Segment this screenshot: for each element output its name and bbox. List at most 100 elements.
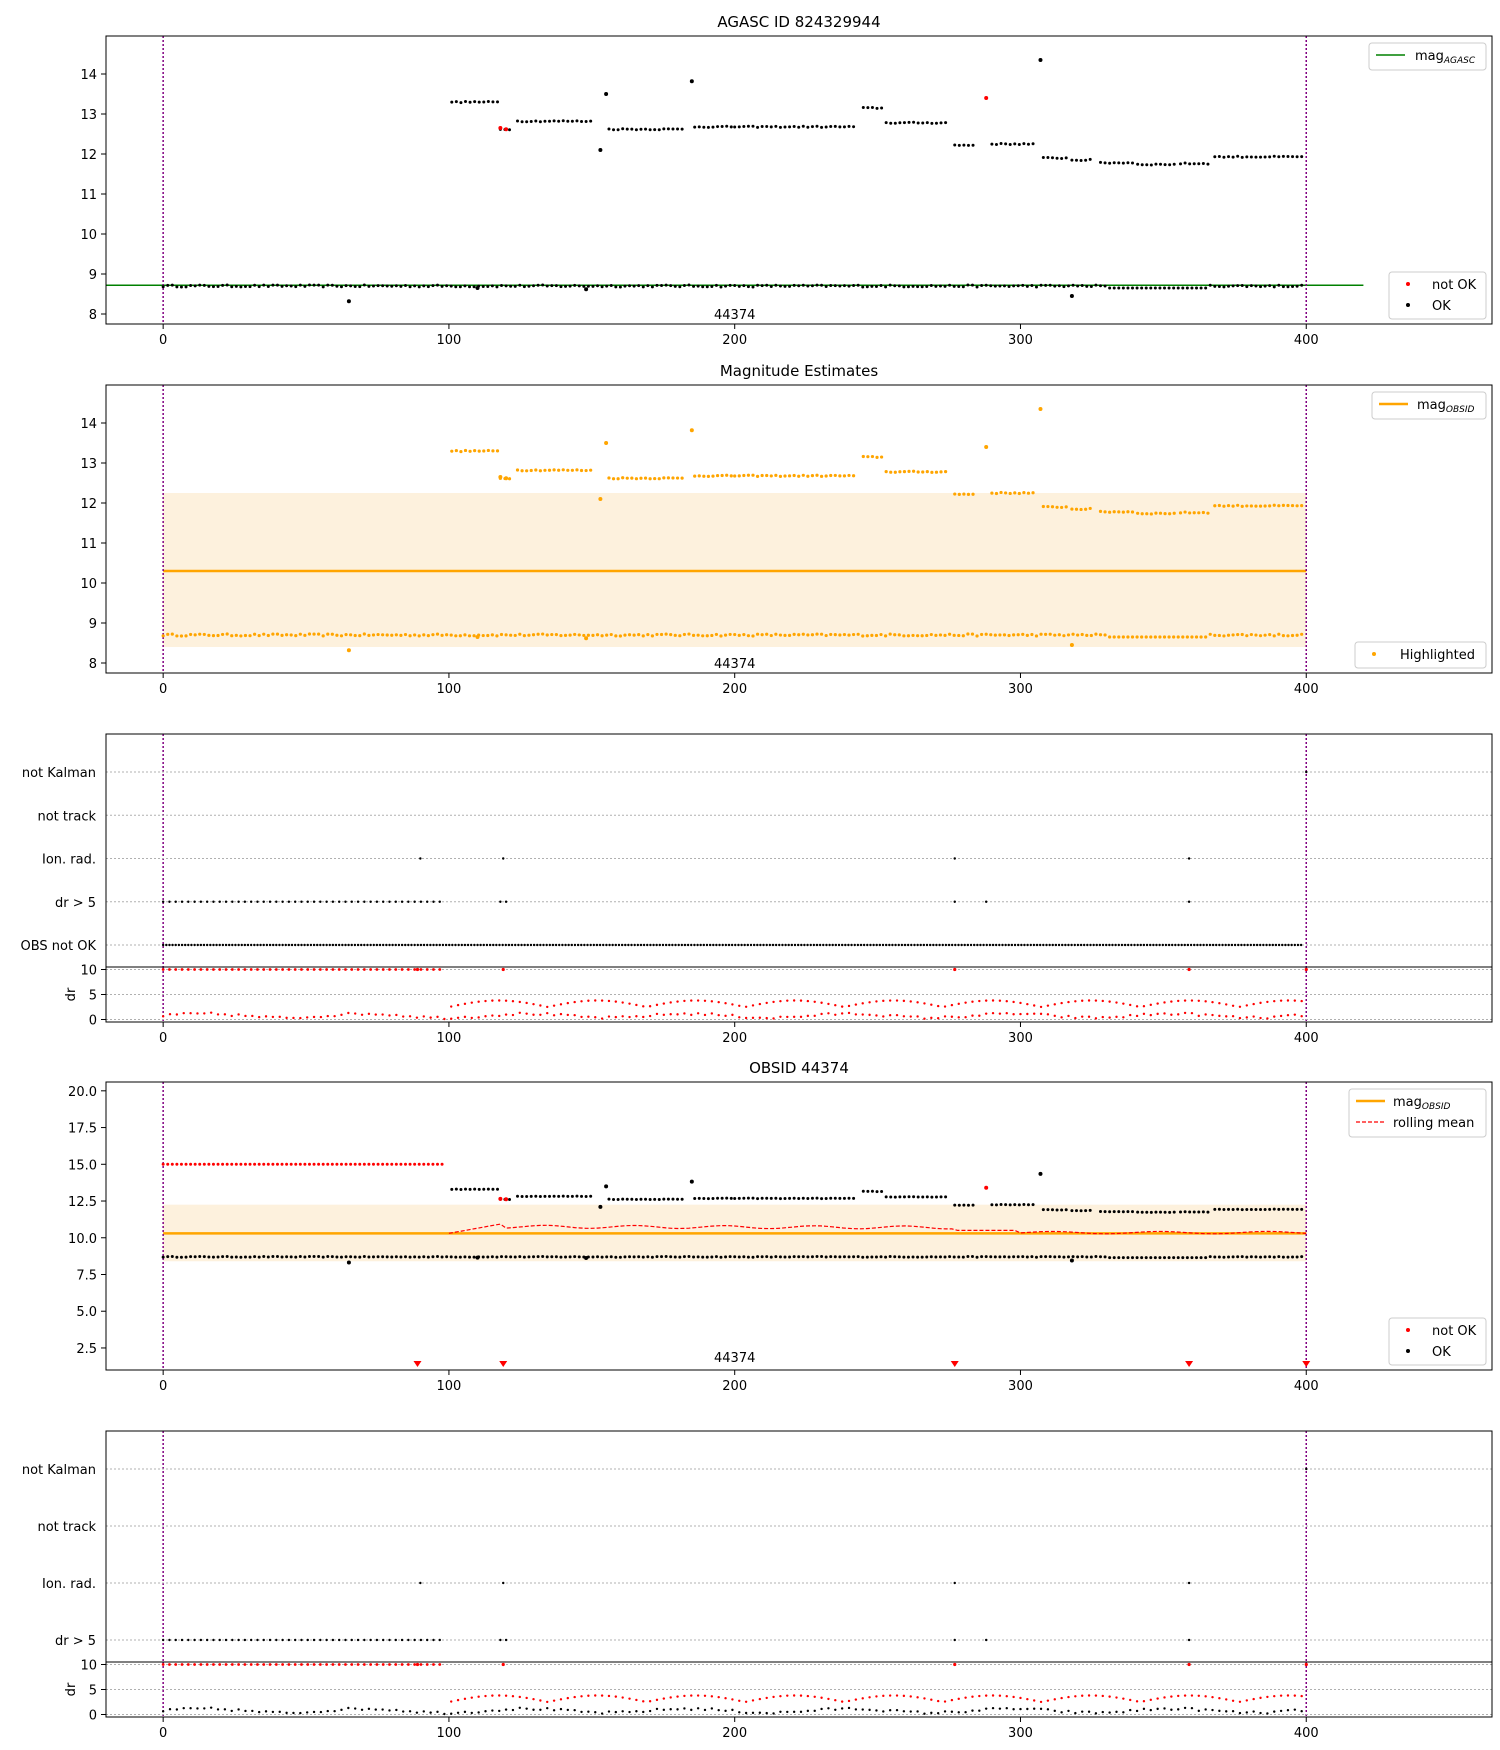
flag-point bbox=[224, 900, 228, 903]
dr-point bbox=[299, 1016, 302, 1020]
ok-point bbox=[1048, 283, 1052, 287]
ok-point bbox=[696, 284, 700, 288]
ok-point bbox=[1291, 285, 1295, 289]
dr-point bbox=[662, 1697, 666, 1700]
ok-point bbox=[1044, 283, 1048, 287]
flag-point bbox=[771, 943, 775, 947]
ok-point bbox=[984, 1255, 988, 1259]
dr-point bbox=[1238, 1016, 1242, 1020]
ok-point bbox=[271, 283, 275, 287]
highlighted-point bbox=[666, 476, 671, 480]
ok-point bbox=[1263, 155, 1267, 159]
dr-capped-point bbox=[243, 1663, 247, 1666]
ok-point bbox=[1070, 1209, 1074, 1213]
flag-point bbox=[1265, 943, 1268, 947]
dr-point bbox=[1218, 1014, 1221, 1018]
highlighted-point bbox=[671, 476, 675, 480]
ok-point bbox=[381, 284, 385, 288]
dr-point bbox=[1129, 1698, 1132, 1702]
dr-point bbox=[984, 999, 988, 1002]
flag-point bbox=[984, 900, 988, 903]
highlighted-point bbox=[454, 448, 458, 453]
dr-point bbox=[532, 1708, 535, 1711]
dr-point bbox=[806, 1709, 810, 1713]
ok-point bbox=[508, 1197, 512, 1201]
flag-point bbox=[822, 943, 825, 947]
dr-point bbox=[669, 1001, 672, 1004]
flag-point bbox=[212, 1638, 215, 1642]
ok-point bbox=[390, 1255, 394, 1259]
highlighted-point bbox=[865, 634, 869, 638]
flag-point bbox=[894, 943, 897, 947]
ok-point bbox=[856, 283, 860, 287]
ok-point bbox=[362, 283, 366, 287]
highlighted-point bbox=[893, 470, 897, 474]
highlighted-point bbox=[833, 633, 837, 637]
dr-xtick-label: 200 bbox=[722, 1726, 747, 1741]
ok-point bbox=[280, 284, 284, 288]
dr-point bbox=[868, 1696, 871, 1699]
flag-point bbox=[268, 943, 272, 947]
ok-point bbox=[1021, 1255, 1025, 1259]
mag-xtick-label: 400 bbox=[1294, 682, 1319, 697]
dr-point bbox=[456, 1003, 460, 1007]
ok-point bbox=[1079, 158, 1083, 162]
dr-capped-point bbox=[1304, 1662, 1308, 1667]
not-ok-point bbox=[266, 1162, 270, 1166]
dr-point bbox=[916, 1696, 919, 1699]
flag-point bbox=[479, 943, 482, 947]
flag-point bbox=[499, 900, 502, 903]
flag-point bbox=[429, 943, 432, 947]
not-ok-point bbox=[257, 1162, 261, 1166]
highlighted-point bbox=[907, 469, 911, 473]
dr-capped-point bbox=[356, 1663, 360, 1666]
ok-point bbox=[1295, 284, 1299, 288]
dr-capped-point bbox=[419, 968, 423, 971]
highlighted-point bbox=[1144, 635, 1148, 639]
ok-point bbox=[403, 1255, 407, 1259]
ok-point bbox=[719, 1255, 723, 1259]
flag-point bbox=[875, 943, 878, 947]
ok-point bbox=[1008, 142, 1012, 146]
ok-point bbox=[612, 128, 616, 132]
dr-capped-point bbox=[362, 1663, 366, 1666]
flag-point bbox=[502, 857, 505, 860]
ok-point bbox=[714, 283, 718, 287]
dr-point bbox=[1204, 1013, 1207, 1016]
highlighted-point bbox=[680, 476, 684, 480]
dr-point bbox=[559, 1012, 563, 1016]
ok-point bbox=[1112, 1256, 1116, 1260]
flag-point bbox=[410, 943, 413, 947]
dr-capped-point bbox=[268, 968, 272, 971]
ok-point bbox=[1140, 286, 1144, 290]
dr-point bbox=[1108, 1695, 1111, 1698]
dr-capped-point bbox=[375, 1663, 379, 1666]
dr-point bbox=[724, 1001, 727, 1005]
not-ok-point bbox=[399, 1162, 403, 1166]
highlighted-point bbox=[801, 632, 805, 636]
ok-point bbox=[211, 285, 215, 289]
flag-point bbox=[1020, 943, 1023, 947]
dr-point bbox=[710, 1695, 714, 1698]
ok-point bbox=[280, 1255, 284, 1259]
ok-point bbox=[1117, 286, 1121, 290]
dr-point bbox=[450, 1712, 453, 1715]
highlighted-point bbox=[403, 632, 408, 637]
flag-point bbox=[174, 1638, 177, 1642]
flag-point bbox=[419, 1581, 422, 1585]
ok-point bbox=[536, 1255, 540, 1259]
ok-point bbox=[580, 1194, 584, 1198]
highlighted-point bbox=[1158, 635, 1162, 639]
highlighted-point bbox=[897, 633, 901, 637]
flag-point bbox=[1199, 943, 1202, 947]
flag-point bbox=[953, 857, 956, 860]
dr-point bbox=[991, 1011, 995, 1015]
ok-point bbox=[644, 1197, 648, 1201]
ok-point bbox=[774, 283, 778, 287]
flag-point bbox=[1186, 943, 1190, 947]
highlighted-point bbox=[504, 476, 509, 481]
ok-point bbox=[1222, 155, 1226, 159]
flag-point bbox=[859, 943, 863, 947]
flag-point bbox=[1092, 943, 1095, 947]
highlighted-point bbox=[531, 633, 536, 637]
